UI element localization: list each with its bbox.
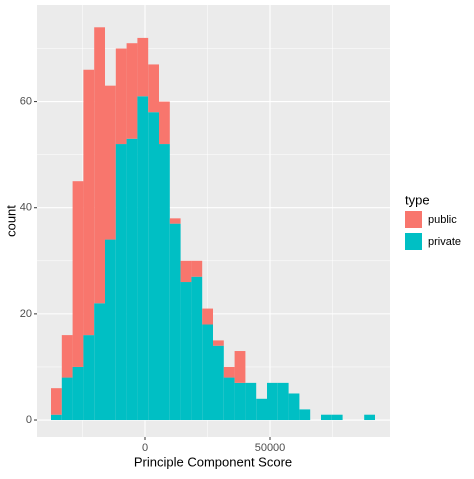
bar: [83, 335, 95, 421]
bar: [169, 223, 181, 421]
bar: [72, 181, 84, 367]
bar: [61, 335, 73, 378]
bar: [202, 308, 213, 325]
bar: [94, 27, 105, 304]
legend-key: [405, 211, 422, 228]
bar: [321, 414, 332, 421]
bar: [51, 388, 62, 415]
legend-title: type: [405, 192, 430, 207]
legend-key: [405, 233, 422, 250]
bar: [115, 48, 127, 145]
bar: [105, 239, 116, 421]
bar: [223, 366, 235, 378]
bar: [191, 276, 203, 421]
bar: [115, 144, 127, 421]
bar: [148, 112, 159, 421]
bar: [191, 260, 203, 277]
bar: [94, 303, 105, 421]
bar: [213, 345, 224, 421]
bar: [51, 414, 62, 421]
x-tick-label: 0: [142, 442, 148, 454]
x-axis-title: Principle Component Score: [134, 454, 292, 469]
bar: [159, 101, 170, 145]
bar: [180, 260, 192, 283]
bar: [223, 377, 235, 421]
y-tick-label: 40: [20, 202, 32, 214]
bar: [331, 414, 343, 421]
bar: [148, 64, 159, 113]
bar: [277, 382, 289, 421]
bar: [83, 69, 95, 336]
bar: [245, 382, 257, 421]
y-tick-label: 20: [20, 308, 32, 320]
legend-label: public: [428, 214, 457, 226]
bar: [288, 393, 300, 421]
x-tick-label: 50000: [255, 442, 286, 454]
bar: [299, 409, 311, 421]
bar: [364, 414, 375, 421]
bar: [61, 377, 73, 421]
y-axis-title: count: [3, 205, 18, 237]
bar: [126, 43, 138, 139]
bar: [202, 324, 213, 421]
bar: [180, 282, 192, 421]
bar: [234, 382, 246, 421]
bar: [105, 85, 116, 240]
bar: [213, 340, 224, 346]
bar: [126, 138, 138, 421]
bar: [137, 96, 149, 421]
bar: [159, 144, 170, 421]
bar: [256, 398, 267, 421]
bar: [137, 37, 149, 97]
bar: [169, 218, 181, 224]
y-tick-label: 0: [26, 414, 32, 426]
y-tick-label: 60: [20, 95, 32, 107]
legend-label: private: [428, 236, 461, 248]
bar: [234, 351, 246, 383]
bar: [72, 366, 84, 421]
bar: [267, 382, 278, 421]
